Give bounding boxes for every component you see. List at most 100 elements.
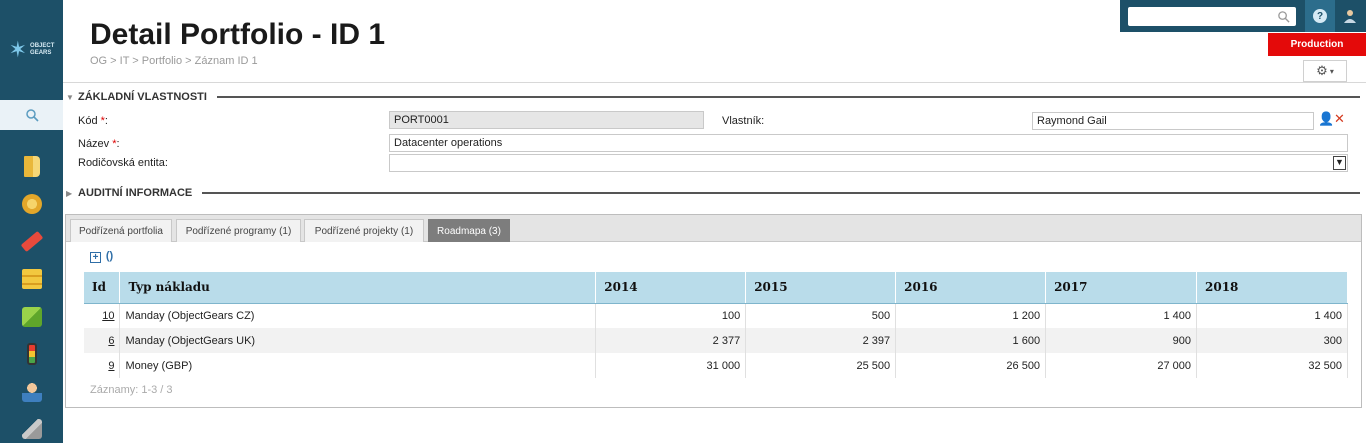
- add-record-icon[interactable]: +: [90, 252, 101, 263]
- header-divider: [63, 82, 1366, 83]
- column-header-id[interactable]: Id: [84, 272, 121, 304]
- user-icon: [1344, 10, 1356, 23]
- collapse-arrow-icon: ▼: [66, 92, 74, 102]
- chevron-down-icon[interactable]: ▼: [1333, 156, 1346, 170]
- column-header-2018[interactable]: 2018: [1196, 272, 1348, 304]
- record-id-link[interactable]: 6: [84, 328, 121, 353]
- required-marker: *: [112, 138, 117, 150]
- value-cell: 27 000: [1045, 353, 1197, 378]
- label-colon: :: [104, 115, 108, 127]
- column-header-2015[interactable]: 2015: [745, 272, 897, 304]
- nazev-label: Název *:: [78, 138, 120, 150]
- value-cell: 26 500: [895, 353, 1047, 378]
- top-toolbar: ?: [1120, 0, 1366, 32]
- tab-podrizena-portfolia[interactable]: Podřízená portfolia: [70, 219, 172, 242]
- value-cell: 2 377: [595, 328, 747, 353]
- related-records-panel: Podřízená portfolia Podřízené programy (…: [65, 214, 1362, 408]
- value-cell: 300: [1196, 328, 1348, 353]
- sidebar-item-person[interactable]: [0, 373, 63, 411]
- section-title: ZÁKLADNÍ VLASTNOSTI: [78, 91, 207, 103]
- grid-toolbar: + (): [90, 250, 115, 263]
- sidebar-item-portfolio[interactable]: [0, 148, 63, 186]
- value-cell: 500: [745, 303, 897, 328]
- objectgears-logo[interactable]: ✶ OBJECT GEARS: [0, 0, 63, 100]
- sidebar-item-badge[interactable]: [0, 186, 63, 224]
- clear-owner-icon[interactable]: ✕: [1334, 111, 1345, 126]
- tab-podrizene-projekty[interactable]: Podřízené projekty (1): [304, 219, 424, 242]
- gear-icon: ⚙: [1316, 63, 1328, 78]
- sidebar-item-package[interactable]: [0, 298, 63, 336]
- label-colon: :: [116, 138, 120, 150]
- help-icon: ?: [1313, 9, 1327, 23]
- sidebar-item-traffic-light[interactable]: [0, 336, 63, 374]
- rodicovska-entita-select[interactable]: ▼: [389, 154, 1348, 172]
- value-cell: 32 500: [1196, 353, 1348, 378]
- portfolio-icon: [23, 156, 40, 178]
- table-row[interactable]: 6 Manday (ObjectGears UK) 2 377 2 397 1 …: [84, 328, 1348, 353]
- user-menu-button[interactable]: [1335, 0, 1365, 32]
- global-search-input[interactable]: [1128, 7, 1296, 26]
- select-user-icon[interactable]: 👤: [1318, 111, 1335, 126]
- coins-icon: [21, 269, 42, 290]
- vlastnik-field[interactable]: Raymond Gail: [1032, 112, 1314, 130]
- search-icon: [25, 109, 39, 122]
- value-cell: 1 200: [895, 303, 1047, 328]
- column-header-2014[interactable]: 2014: [595, 272, 747, 304]
- tab-bar: Podřízená portfolia Podřízené programy (…: [66, 215, 1361, 242]
- traffic-light-icon: [26, 343, 37, 366]
- value-cell: 900: [1045, 328, 1197, 353]
- roadmap-table: Id Typ nákladu 2014 2015 2016 2017 2018 …: [84, 272, 1348, 378]
- logo-star-icon: ✶: [8, 37, 28, 62]
- audit-section-header[interactable]: ▶ AUDITNÍ INFORMACE: [63, 186, 1366, 200]
- refresh-icon[interactable]: (): [105, 250, 114, 262]
- settings-button[interactable]: ⚙ ▾: [1303, 60, 1347, 82]
- kod-field: PORT0001: [389, 111, 704, 129]
- sidebar-item-tag[interactable]: [0, 223, 63, 261]
- record-id-link[interactable]: 10: [84, 303, 121, 328]
- expand-arrow-icon: ▶: [66, 188, 73, 198]
- record-id-link[interactable]: 9: [84, 353, 121, 378]
- value-cell: 25 500: [745, 353, 897, 378]
- package-icon: [21, 306, 42, 327]
- badge-icon: [21, 194, 42, 215]
- breadcrumb[interactable]: OG > IT > Portfolio > Záznam ID 1: [90, 55, 258, 67]
- nazev-field[interactable]: Datacenter operations: [389, 134, 1348, 152]
- basic-properties-section-header[interactable]: ▼ ZÁKLADNÍ VLASTNOSTI: [63, 90, 1366, 104]
- sidebar-item-coins[interactable]: [0, 261, 63, 299]
- tab-roadmapa[interactable]: Roadmapa (3): [428, 219, 510, 242]
- sidebar-search-button[interactable]: [0, 100, 63, 130]
- sidebar: ✶ OBJECT GEARS: [0, 0, 63, 443]
- logo-text-line-1: OBJECT: [30, 43, 55, 49]
- table-header-row: Id Typ nákladu 2014 2015 2016 2017 2018: [84, 272, 1348, 304]
- records-count: Záznamy: 1-3 / 3: [90, 384, 173, 396]
- section-title: AUDITNÍ INFORMACE: [78, 187, 193, 199]
- tab-podrizene-programy[interactable]: Podřízené programy (1): [176, 219, 301, 242]
- search-icon[interactable]: [1277, 10, 1290, 23]
- value-cell: 2 397: [745, 328, 897, 353]
- required-marker: *: [100, 115, 105, 127]
- value-cell: 1 400: [1045, 303, 1197, 328]
- kod-label: Kód *:: [78, 115, 108, 127]
- table-row[interactable]: 9 Money (GBP) 31 000 25 500 26 500 27 00…: [84, 353, 1348, 378]
- cost-type-cell: Money (GBP): [119, 353, 597, 378]
- cost-type-cell: Manday (ObjectGears UK): [119, 328, 597, 353]
- cost-type-cell: Manday (ObjectGears CZ): [119, 303, 597, 328]
- column-header-2017[interactable]: 2017: [1045, 272, 1197, 304]
- rodicovska-entita-label: Rodičovská entita:: [78, 157, 168, 169]
- sidebar-menu: [0, 148, 63, 443]
- page-title: Detail Portfolio - ID 1: [90, 18, 386, 51]
- column-header-typ-nakladu[interactable]: Typ nákladu: [119, 272, 597, 304]
- sidebar-item-broom[interactable]: [0, 411, 63, 443]
- environment-badge: Production: [1268, 33, 1366, 56]
- help-button[interactable]: ?: [1305, 0, 1335, 32]
- broom-icon: [21, 419, 42, 440]
- value-cell: 1 600: [895, 328, 1047, 353]
- table-row[interactable]: 10 Manday (ObjectGears CZ) 100 500 1 200…: [84, 303, 1348, 328]
- value-cell: 100: [595, 303, 747, 328]
- column-header-2016[interactable]: 2016: [895, 272, 1047, 304]
- logo-text-line-2: GEARS: [30, 50, 52, 56]
- person-icon: [21, 381, 42, 402]
- vlastnik-label: Vlastník:: [722, 115, 765, 127]
- section-divider: [202, 192, 1360, 194]
- chevron-down-icon: ▾: [1329, 66, 1334, 76]
